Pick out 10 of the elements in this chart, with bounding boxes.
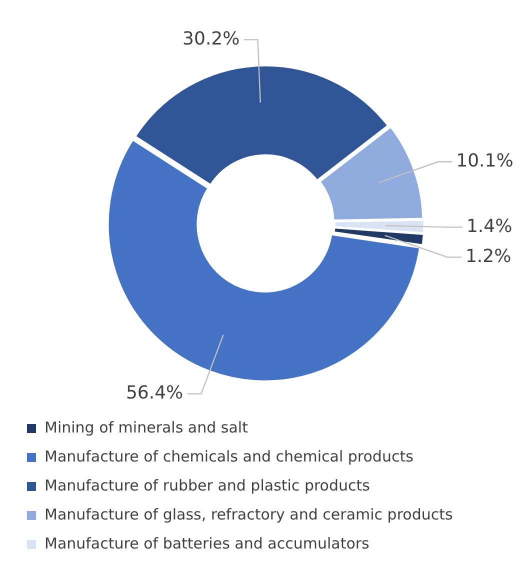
legend-label: Manufacture of batteries and accumulators <box>44 534 370 552</box>
data-label: 1.2% <box>465 246 512 267</box>
legend-label: Manufacture of chemicals and chemical products <box>44 447 414 466</box>
data-label: 10.1% <box>456 150 514 172</box>
data-label: 56.4% <box>126 382 184 404</box>
legend-label: Mining of minerals and salt <box>44 418 248 436</box>
data-label: 1.4% <box>466 216 512 237</box>
legend-label: Manufacture of rubber and plastic products <box>44 476 370 494</box>
legend-label: Manufacture of glass, refractory and ceramic products <box>44 505 453 524</box>
data-label: 30.2% <box>182 28 240 50</box>
